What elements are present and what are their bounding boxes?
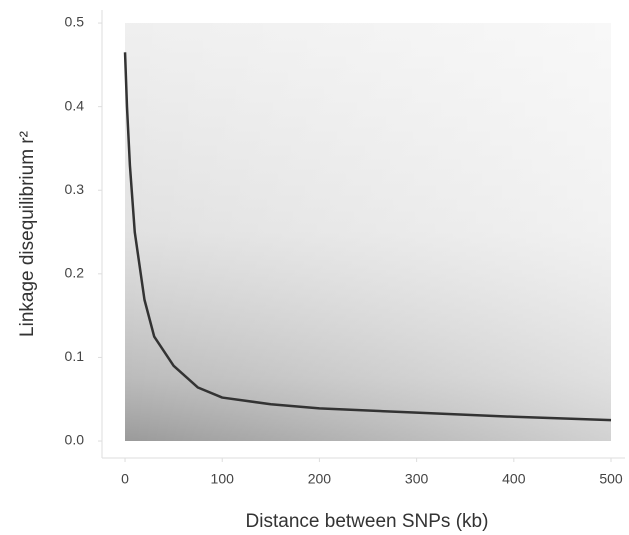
y-tick-label: 0.5: [65, 14, 85, 30]
y-tick-label: 0.0: [65, 432, 85, 448]
x-tick-label: 100: [211, 471, 235, 487]
y-tick-label: 0.2: [65, 265, 85, 281]
x-tick-label: 500: [599, 471, 623, 487]
x-tick-label: 0: [121, 471, 129, 487]
x-tick-label: 200: [308, 471, 332, 487]
y-tick-label: 0.1: [65, 348, 85, 364]
point-cloud: [125, 23, 611, 441]
y-tick-label: 0.4: [65, 97, 85, 113]
fit-line: [123, 52, 612, 422]
y-tick-label: 0.3: [65, 181, 85, 197]
x-axis-title: Distance between SNPs (kb): [246, 511, 489, 532]
y-axis-title: Linkage disequilibrium r²: [17, 131, 38, 337]
x-tick-label: 400: [502, 471, 526, 487]
x-tick-label: 300: [405, 471, 429, 487]
